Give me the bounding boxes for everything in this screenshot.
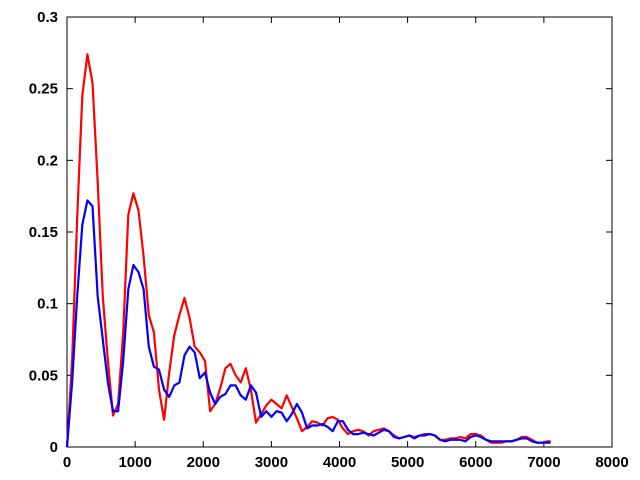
series-line-2 (65, 199, 551, 448)
plot-frame (66, 16, 613, 448)
x-tick-label: 5000 (391, 454, 424, 471)
axis-ticks: 0 1000 2000 3000 4000 5000 6000 7000 8000 0 0.05 0.… (29, 9, 629, 471)
y-tick-label: 0.3 (37, 9, 58, 26)
y-tick-label: 0.25 (29, 81, 58, 98)
y-tick-label: 0.1 (37, 296, 58, 313)
y-tick-label: 0.2 (37, 152, 58, 169)
x-tick-label: 1000 (118, 454, 151, 471)
x-tick-label: 4000 (323, 454, 356, 471)
y-tick-label: 0 (50, 439, 58, 456)
x-tick-label: 6000 (459, 454, 492, 471)
x-tick-label: 3000 (255, 454, 288, 471)
series-layer (65, 53, 551, 448)
x-tick-label: 2000 (187, 454, 220, 471)
y-tick-label: 0.15 (29, 224, 58, 241)
y-tick-label: 0.05 (29, 367, 58, 384)
series-line-1 (65, 53, 551, 448)
x-tick-label: 7000 (527, 454, 560, 471)
x-tick-label: 0 (63, 454, 71, 471)
x-tick-label: 8000 (595, 454, 628, 471)
